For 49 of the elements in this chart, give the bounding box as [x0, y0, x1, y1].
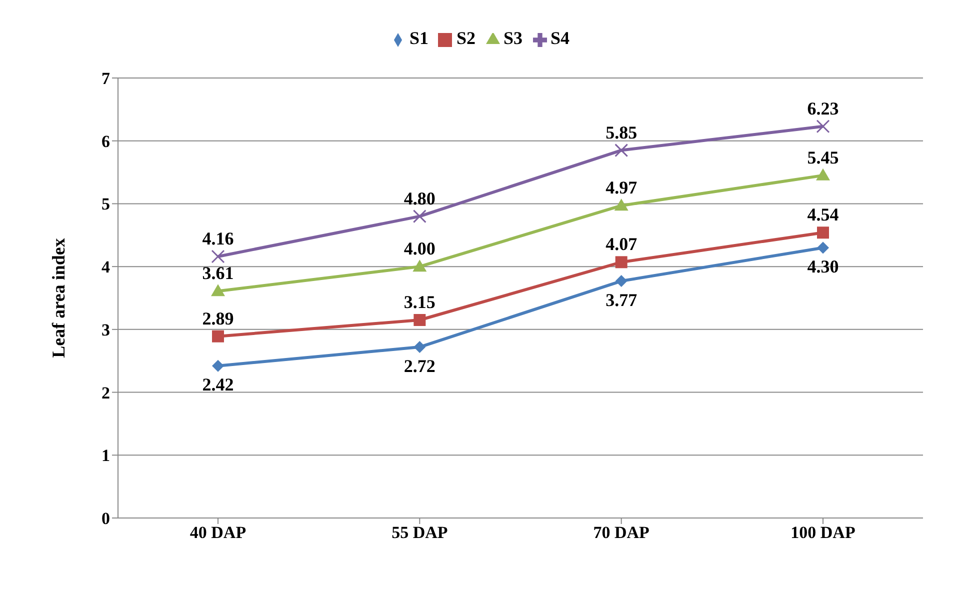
legend-label: S1 — [409, 28, 428, 48]
point — [816, 168, 830, 180]
point — [817, 226, 829, 239]
data-label: 2.89 — [202, 308, 234, 328]
point — [615, 256, 628, 268]
x-tick-label: 40 DAP — [190, 523, 246, 542]
y-tick-label: 6 — [102, 132, 110, 151]
point — [414, 341, 426, 354]
legend-label: S4 — [550, 28, 570, 48]
point — [817, 242, 829, 254]
point — [212, 330, 224, 342]
y-tick-label: 3 — [102, 320, 110, 340]
legend-label: S2 — [456, 28, 476, 48]
data-label: 2.42 — [202, 374, 234, 395]
y-tick-label: 0 — [102, 509, 110, 528]
data-label: 3.77 — [606, 290, 638, 310]
point — [212, 360, 224, 372]
y-tick-label: 5 — [102, 194, 110, 214]
x-tick-label: 55 DAP — [392, 523, 448, 542]
x-tick-label: 100 DAP — [790, 523, 856, 542]
data-label: 4.30 — [807, 256, 839, 276]
y-tick-label: 7 — [102, 69, 110, 88]
data-label: 4.54 — [807, 204, 839, 225]
y-tick-label: 4 — [102, 258, 110, 277]
point — [412, 260, 427, 272]
data-label: 4.07 — [606, 234, 638, 254]
data-label: 6.23 — [807, 98, 839, 118]
data-label: 4.16 — [202, 228, 234, 249]
data-label: 2.72 — [404, 356, 436, 376]
x-tick-label: 70 DAP — [593, 523, 650, 542]
point — [614, 144, 628, 158]
point — [412, 210, 426, 224]
data-label: 4.80 — [404, 188, 436, 208]
point — [614, 198, 628, 211]
data-label: 4.00 — [404, 238, 436, 259]
y-tick-label: 1 — [102, 446, 110, 466]
y-axis-title: Leaf area index — [48, 238, 68, 358]
point — [211, 284, 225, 296]
y-tick-label: 2 — [102, 383, 110, 402]
data-label: 5.85 — [606, 122, 638, 142]
point — [414, 314, 426, 326]
point — [615, 275, 628, 288]
point — [816, 120, 830, 134]
point — [211, 250, 225, 264]
data-label: 5.45 — [807, 147, 839, 168]
legend-label: S3 — [504, 28, 523, 48]
data-label: 3.15 — [404, 292, 436, 312]
data-label: 3.61 — [202, 263, 234, 284]
data-label: 4.97 — [606, 178, 638, 198]
